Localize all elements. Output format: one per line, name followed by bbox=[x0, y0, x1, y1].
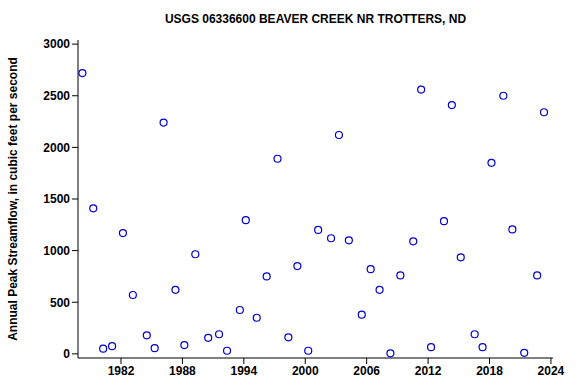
svg-text:2006: 2006 bbox=[353, 364, 380, 378]
svg-text:1982: 1982 bbox=[108, 364, 135, 378]
svg-text:3000: 3000 bbox=[43, 37, 70, 51]
svg-text:1994: 1994 bbox=[230, 364, 257, 378]
svg-text:1988: 1988 bbox=[169, 364, 196, 378]
svg-text:1000: 1000 bbox=[43, 244, 70, 258]
svg-text:2024: 2024 bbox=[538, 364, 565, 378]
svg-text:2000: 2000 bbox=[43, 141, 70, 155]
svg-text:0: 0 bbox=[63, 347, 70, 361]
svg-text:USGS 06336600 BEAVER CREEK NR: USGS 06336600 BEAVER CREEK NR TROTTERS, … bbox=[165, 12, 467, 26]
svg-text:500: 500 bbox=[50, 296, 70, 310]
svg-text:Annual Peak Streamflow, in cub: Annual Peak Streamflow, in cubic feet pe… bbox=[8, 57, 20, 341]
svg-text:2018: 2018 bbox=[476, 364, 503, 378]
svg-text:2500: 2500 bbox=[43, 89, 70, 103]
svg-text:1500: 1500 bbox=[43, 192, 70, 206]
svg-text:2000: 2000 bbox=[292, 364, 319, 378]
svg-text:2012: 2012 bbox=[415, 364, 442, 378]
